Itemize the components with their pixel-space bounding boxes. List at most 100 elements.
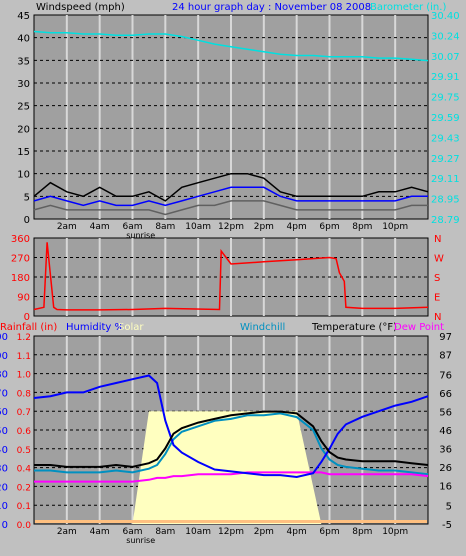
hour-tick-label: 8am — [155, 527, 175, 537]
temperature-tick-label: 56 — [439, 408, 452, 419]
barometer-tick-label: 30.40 — [431, 11, 460, 22]
wind-barometer-panel: 0 5 10 15 20 25 30 35 40 45 28.79 28.95 29.11 29.27 29… — [17, 11, 459, 240]
direction-tick-label: 90 — [17, 293, 30, 304]
series-line-gust — [33, 172, 429, 202]
temperature-tick-label: 26 — [439, 463, 452, 474]
rain-tick-label: 0.4 — [17, 465, 32, 475]
rain-tick-label: 0.1 — [17, 502, 31, 512]
series-line-temperature — [34, 410, 429, 468]
series-line-windchill — [34, 412, 429, 476]
humidity-tick-label: 50 — [0, 426, 8, 437]
hour-tick-label: 2am — [57, 527, 77, 537]
hour-tick-label: 12pm — [218, 527, 244, 537]
series-line-avg — [33, 186, 428, 207]
hour-tick-label: 6am — [122, 527, 142, 537]
sunrise-label: sunrise — [126, 231, 155, 240]
hour-tick-label: 10am — [185, 222, 211, 232]
humidity-tick-label: 0 — [2, 520, 8, 531]
rainfall-bar — [35, 520, 427, 523]
direction-tick-label: 180 — [11, 273, 30, 284]
humidity-tick-label: 70 — [0, 388, 8, 399]
windspeed-title: Windspeed (mph) — [36, 2, 125, 13]
temperature-tick-label: -5 — [442, 520, 452, 531]
temperature-tick-label: 5 — [446, 502, 452, 513]
legend-temperature: Temperature (°F) — [311, 322, 397, 333]
rain-tick-label: 0.8 — [17, 389, 32, 399]
barometer-tick-label: 30.07 — [431, 52, 460, 63]
series-line-dew_point — [34, 471, 429, 483]
hour-tick-label: 2am — [57, 222, 77, 232]
hour-tick-label: 10pm — [382, 527, 408, 537]
direction-tick-label: 270 — [11, 254, 30, 265]
humidity-tick-label: 100 — [0, 332, 8, 343]
legend-dewpoint: Dew Point — [394, 322, 444, 333]
temperature-tick-label: 66 — [439, 389, 452, 400]
windspeed-tick-label: 40 — [17, 34, 30, 45]
windspeed-tick-label: 45 — [17, 11, 30, 22]
hour-tick-label: 8pm — [352, 527, 372, 537]
temperature-tick-label: 76 — [439, 371, 452, 382]
graph-title: 24 hour graph day : November 08 2008 — [172, 2, 371, 13]
barometer-tick-label: 30.24 — [431, 31, 460, 42]
sunrise-label: sunrise — [126, 536, 155, 545]
humidity-tick-label: 30 — [0, 464, 8, 475]
barometer-title: Barometer (in.) — [370, 2, 446, 13]
temperature-tick-label: 36 — [439, 444, 452, 455]
hour-tick-label: 4pm — [287, 222, 307, 232]
temperature-tick-label: 16 — [439, 481, 452, 492]
barometer-tick-label: 29.43 — [431, 133, 460, 144]
compass-tick-label: E — [434, 293, 440, 304]
hour-tick-label: 4am — [90, 222, 110, 232]
temperature-tick-label: 97 — [439, 332, 452, 343]
hour-tick-label: 8am — [155, 222, 175, 232]
windspeed-tick-label: 20 — [17, 124, 30, 135]
humidity-tick-label: 20 — [0, 482, 8, 493]
legend-rainfall: Rainfall (in) — [0, 322, 57, 333]
series-line-humidity — [33, 374, 429, 479]
rain-tick-label: 0.0 — [17, 521, 32, 531]
hour-tick-label: 8pm — [352, 222, 372, 232]
hour-tick-label: 10am — [185, 527, 211, 537]
windspeed-tick-label: 10 — [17, 170, 30, 181]
legend-solar: Solar — [118, 322, 144, 333]
barometer-tick-label: 29.75 — [431, 93, 460, 104]
windspeed-tick-label: 15 — [17, 147, 30, 158]
temperature-tick-label: 46 — [439, 426, 452, 437]
barometer-tick-label: 29.59 — [431, 113, 460, 124]
barometer-tick-label: 28.95 — [431, 195, 460, 206]
rain-tick-label: 1.0 — [17, 371, 32, 381]
rain-tick-label: 0.7 — [17, 408, 31, 418]
compass-tick-label: W — [434, 254, 444, 265]
temperature-tick-label: 87 — [439, 350, 452, 361]
series-line-barometer — [33, 30, 429, 62]
legend-windchill: Windchill — [240, 322, 285, 333]
hour-tick-label: 6pm — [319, 527, 339, 537]
legend-humidity: Humidity % — [66, 322, 124, 333]
humidity-tick-label: 40 — [0, 445, 8, 456]
rain-tick-label: 0.5 — [17, 446, 31, 456]
windspeed-tick-label: 5 — [24, 192, 30, 203]
windspeed-tick-label: 25 — [17, 102, 30, 113]
rain-tick-label: 0.6 — [17, 427, 32, 437]
barometer-tick-label: 29.11 — [431, 174, 460, 185]
hour-tick-label: 12pm — [218, 222, 244, 232]
hour-tick-label: 6pm — [319, 222, 339, 232]
direction-tick-label: 360 — [11, 234, 30, 245]
windspeed-tick-label: 0 — [24, 215, 30, 226]
barometer-tick-label: 29.27 — [431, 154, 460, 165]
barometer-tick-label: 29.91 — [431, 72, 460, 83]
hour-tick-label: 2pm — [254, 527, 274, 537]
series-line-low — [33, 200, 428, 216]
humidity-temperature-panel: 0 10 20 30 40 50 60 70 80 90 100 0.0 0.1 0.2 0.4 0.5 0.6… — [0, 332, 452, 545]
series-line-direction — [33, 242, 429, 311]
direction-tick-label: 0 — [24, 312, 30, 323]
rain-tick-label: 0.2 — [17, 483, 31, 493]
compass-tick-label: N — [434, 312, 441, 323]
barometer-tick-label: 28.79 — [431, 215, 460, 226]
humidity-tick-label: 60 — [0, 407, 8, 418]
hour-tick-label: 4am — [90, 527, 110, 537]
humidity-tick-label: 10 — [0, 501, 8, 512]
rain-tick-label: 1.2 — [17, 333, 31, 343]
compass-tick-label: S — [434, 273, 440, 284]
